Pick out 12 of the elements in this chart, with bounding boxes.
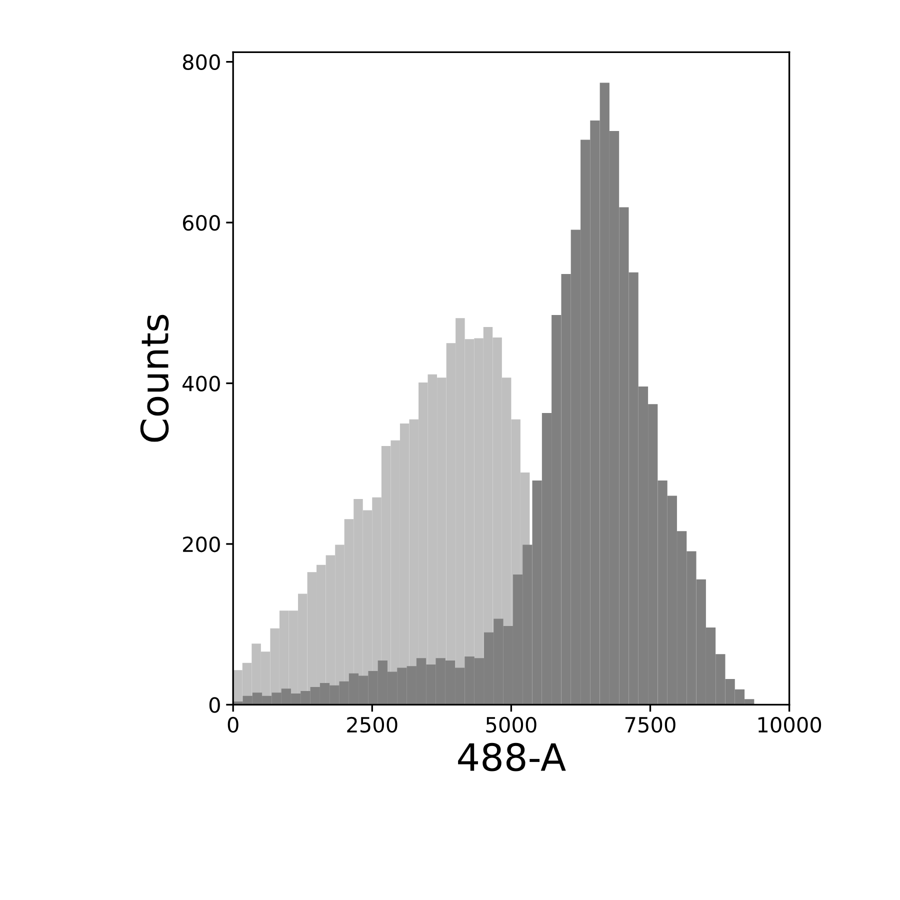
- x-tick-label: 0: [228, 716, 238, 733]
- x-tick-label: 7500: [625, 716, 676, 733]
- y-tick-label: 800: [182, 54, 220, 70]
- x-axis-title: 488-A: [458, 742, 566, 772]
- x-tick-label: 2500: [347, 716, 398, 733]
- y-tick-label: 0: [209, 697, 220, 713]
- y-tick-label: 400: [182, 376, 220, 392]
- x-tick-label: 10000: [758, 716, 822, 733]
- y-tick-label: 600: [182, 215, 220, 231]
- y-tick-label: 200: [183, 536, 220, 552]
- y-axis-title: Counts: [140, 314, 169, 442]
- x-tick-label: 5000: [486, 716, 536, 733]
